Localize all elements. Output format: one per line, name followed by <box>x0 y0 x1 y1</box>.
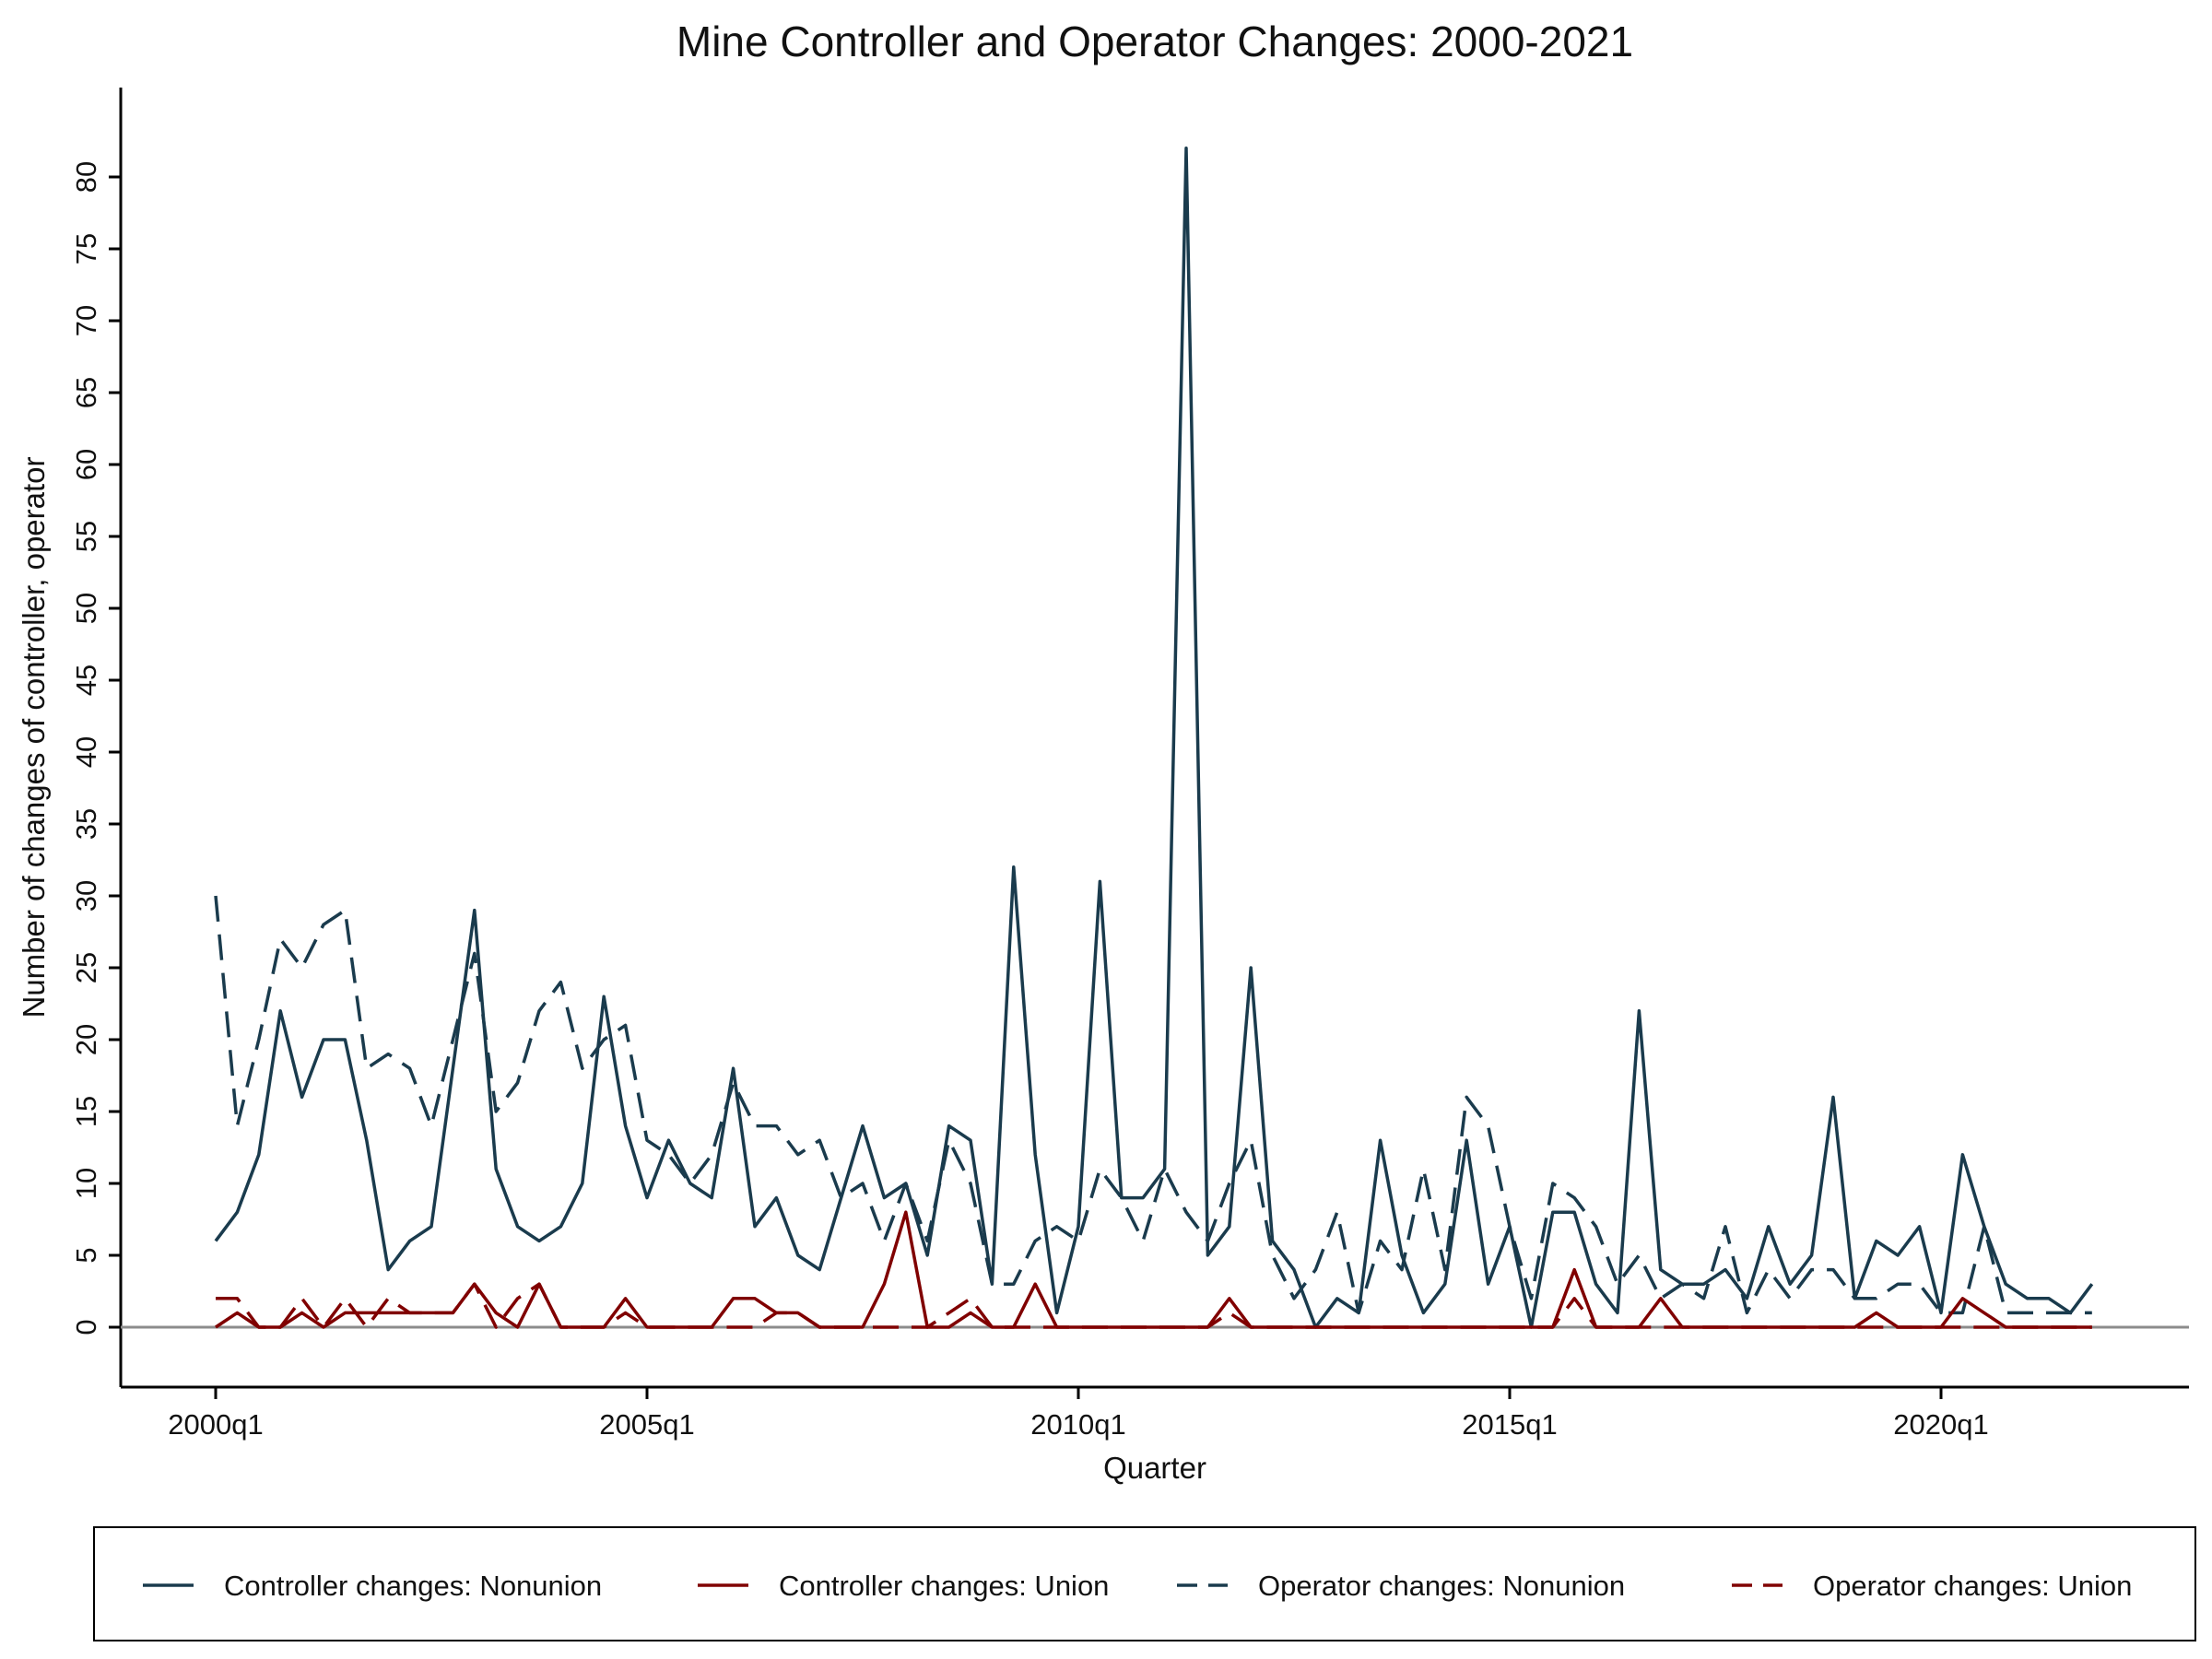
y-tick-label: 45 <box>70 665 102 696</box>
y-tick-label: 0 <box>70 1319 102 1335</box>
y-tick-label: 55 <box>70 521 102 552</box>
legend-label: Operator changes: Nonunion <box>1258 1570 1625 1602</box>
y-tick-label: 60 <box>70 449 102 480</box>
y-tick-label: 10 <box>70 1168 102 1199</box>
x-axis-label: Quarter <box>1103 1451 1206 1485</box>
legend-items: Controller changes: Nonunion Controller c… <box>143 1570 2132 1602</box>
y-tick-label: 40 <box>70 736 102 768</box>
series-line-operator-changes-union <box>216 1282 2092 1329</box>
x-ticks: 2000q1 2005q1 2010q1 2015q1 2020q1 <box>168 1387 1989 1441</box>
y-tick-label: 30 <box>70 880 102 912</box>
legend-item: Controller changes: Union <box>698 1570 1109 1602</box>
y-tick-label: 20 <box>70 1024 102 1055</box>
y-tick-label: 15 <box>70 1096 102 1127</box>
y-tick-label: 50 <box>70 593 102 624</box>
chart-title: Mine Controller and Operator Changes: 20… <box>677 18 1633 65</box>
x-tick-label: 2005q1 <box>599 1408 694 1441</box>
x-tick-label: 2020q1 <box>1893 1408 1988 1441</box>
y-tick-label: 70 <box>70 305 102 336</box>
legend-item: Operator changes: Nonunion <box>1177 1570 1625 1602</box>
x-tick-label: 2000q1 <box>168 1408 263 1441</box>
y-axis-label: Number of changes of controller, operato… <box>17 456 51 1018</box>
y-tick-label: 5 <box>70 1247 102 1263</box>
legend-label: Controller changes: Nonunion <box>224 1570 602 1602</box>
series-group <box>214 147 2094 1329</box>
legend-label: Operator changes: Union <box>1813 1570 2132 1602</box>
y-tick-label: 75 <box>70 233 102 265</box>
y-tick-label: 35 <box>70 808 102 840</box>
series-line-operator-changes-nonunion <box>214 895 2092 1315</box>
x-tick-label: 2015q1 <box>1462 1408 1557 1441</box>
series-line-controller-changes-union <box>215 1210 2092 1329</box>
y-tick-label: 25 <box>70 952 102 983</box>
y-ticks: 0 5 10 15 20 25 30 35 40 45 50 55 60 65 70 75 80 <box>70 161 121 1335</box>
legend-item: Controller changes: Nonunion <box>143 1570 602 1602</box>
legend: Controller changes: Nonunion Controller c… <box>93 1526 2196 1641</box>
series-line-controller-changes-nonunion <box>214 147 2094 1329</box>
legend-box <box>93 1526 2196 1641</box>
legend-item: Operator changes: Union <box>1732 1570 2132 1602</box>
legend-label: Controller changes: Union <box>779 1570 1109 1602</box>
y-tick-label: 80 <box>70 161 102 193</box>
x-tick-label: 2010q1 <box>1030 1408 1125 1441</box>
y-tick-label: 65 <box>70 377 102 408</box>
